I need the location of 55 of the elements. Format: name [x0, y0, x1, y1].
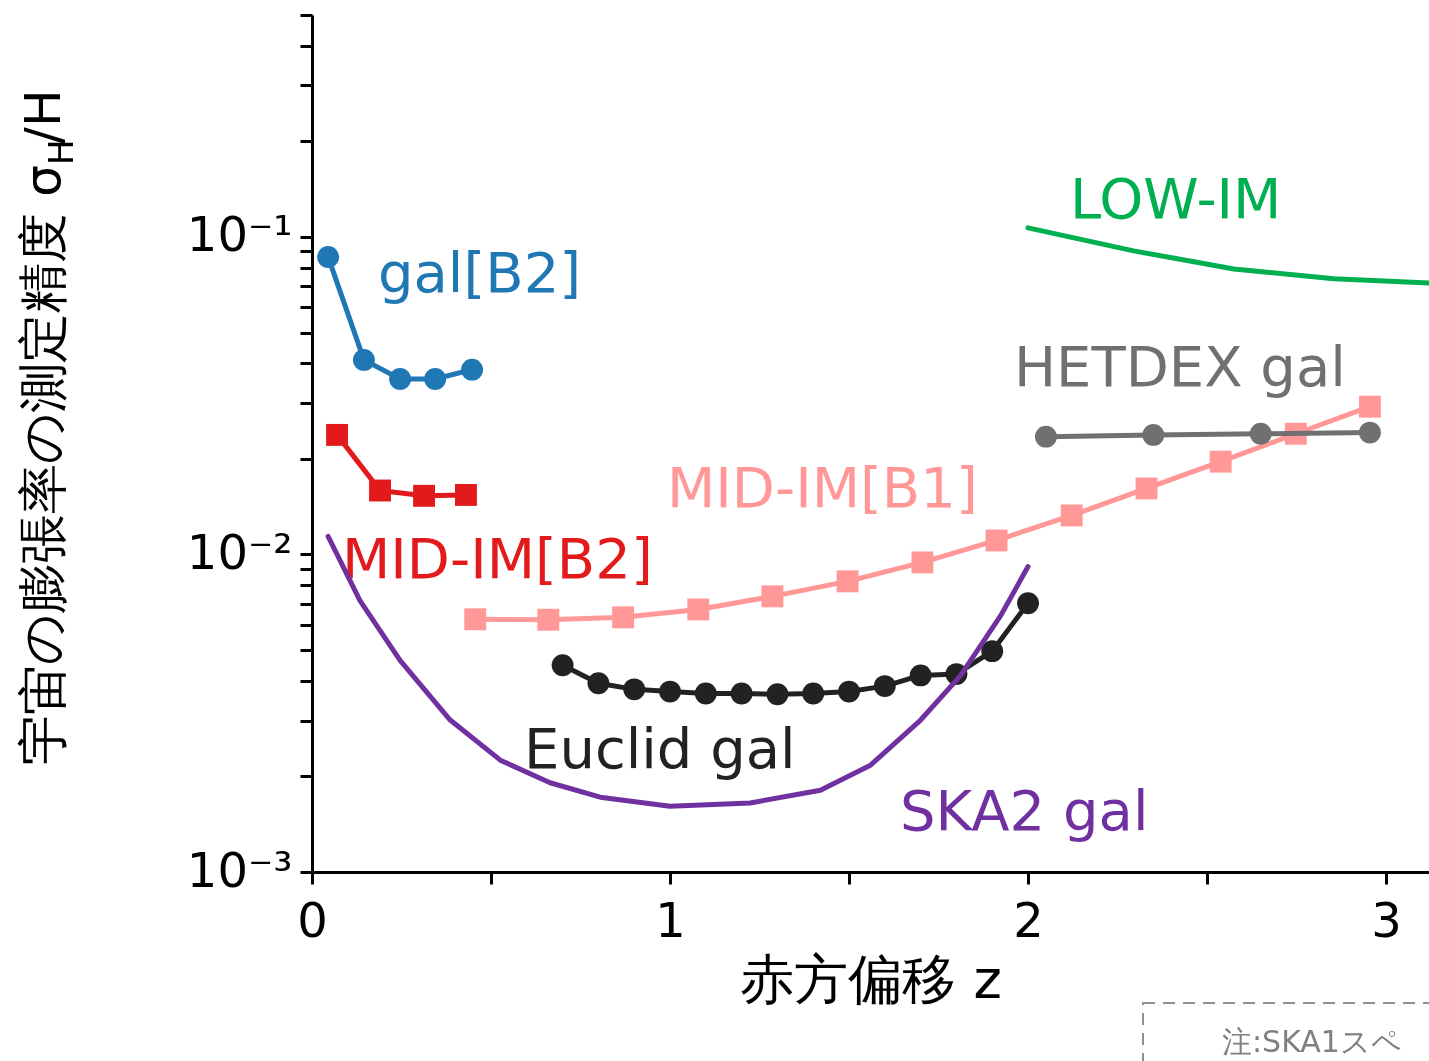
- point: [873, 675, 896, 698]
- text: 注:SKA1スペ: [1222, 1024, 1402, 1059]
- series-label: LOW-IM: [1070, 166, 1282, 231]
- point: [369, 479, 391, 502]
- point: [1358, 421, 1381, 444]
- point: [551, 654, 574, 677]
- point: [352, 348, 375, 371]
- point: [1142, 423, 1165, 446]
- point: [730, 682, 753, 705]
- series-label: gal[B2]: [378, 240, 582, 305]
- series-label: Euclid gal: [524, 716, 796, 781]
- point: [1249, 422, 1272, 445]
- point: [766, 683, 789, 706]
- point: [802, 682, 825, 705]
- series-label: SKA2 gal: [900, 778, 1149, 843]
- point: [761, 585, 784, 608]
- series-label: MID-IM[B1]: [667, 455, 978, 520]
- y-tick-label: 10⁻¹: [186, 206, 293, 263]
- point: [623, 678, 646, 701]
- point: [838, 680, 860, 703]
- point: [985, 529, 1008, 552]
- point: [687, 598, 710, 621]
- point: [454, 483, 477, 506]
- point: [612, 606, 635, 629]
- point: [424, 368, 447, 390]
- point: [1358, 395, 1381, 418]
- x-tick-label: 3: [1371, 891, 1402, 948]
- point: [659, 680, 681, 703]
- x-tick-label: 1: [655, 891, 686, 948]
- point: [1209, 450, 1232, 473]
- point: [587, 672, 610, 695]
- point: [413, 484, 436, 507]
- y-tick-label: 10⁻²: [186, 523, 293, 580]
- point: [317, 246, 340, 268]
- point: [537, 608, 560, 631]
- x-axis-title: 赤方偏移 z: [740, 947, 1002, 1011]
- series-label: MID-IM[B2]: [342, 526, 653, 591]
- x-tick-label: 2: [1013, 891, 1044, 948]
- point: [461, 358, 483, 381]
- point: [981, 640, 1004, 663]
- y-axis-title: 宇宙の膨張率の測定精度 σH/H: [14, 89, 81, 765]
- point: [836, 570, 859, 593]
- point: [911, 551, 934, 574]
- point: [1017, 592, 1039, 615]
- point: [909, 664, 932, 687]
- series-label: HETDEX gal: [1014, 334, 1346, 399]
- point: [464, 608, 487, 631]
- point: [1135, 477, 1158, 500]
- point: [1034, 425, 1057, 448]
- y-tick-label: 10⁻³: [186, 841, 293, 898]
- point: [389, 368, 412, 390]
- point: [326, 423, 349, 446]
- x-tick-label: 0: [297, 891, 328, 948]
- point: [1060, 504, 1083, 527]
- point: [694, 682, 717, 705]
